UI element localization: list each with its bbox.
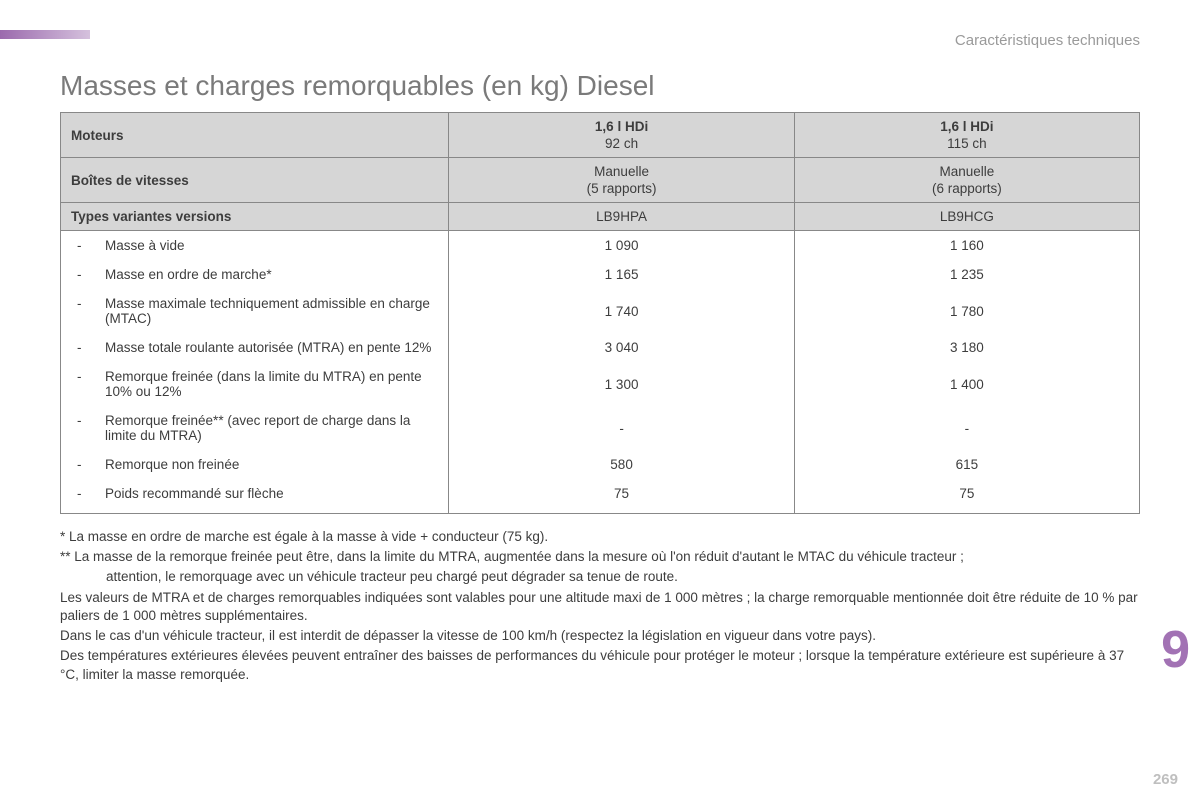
gearbox1-name: Manuelle — [594, 164, 649, 179]
gearbox1-sub: (5 rapports) — [459, 181, 783, 196]
row-value-2: 1 400 — [794, 362, 1139, 406]
row-label: Masse maximale techniquement admissible … — [77, 296, 438, 326]
row-label-cell: Masse totale roulante autorisée (MTRA) e… — [61, 333, 449, 362]
engine1-power: 92 ch — [459, 136, 783, 151]
table-row: Masse en ordre de marche* 1 1651 235 — [61, 260, 1140, 289]
engine1-name: 1,6 l HDi — [595, 119, 648, 134]
table-row: Remorque freinée** (avec report de charg… — [61, 406, 1140, 450]
header-row-gearbox: Boîtes de vitesses Manuelle (5 rapports)… — [61, 158, 1140, 203]
header-gearbox-label: Boîtes de vitesses — [61, 158, 449, 203]
row-value-1: 580 — [449, 450, 794, 479]
table-row: Masse à vide 1 0901 160 — [61, 231, 1140, 261]
gearbox2-name: Manuelle — [939, 164, 994, 179]
row-label-cell: Poids recommandé sur flèche — [61, 479, 449, 514]
row-value-2: 615 — [794, 450, 1139, 479]
gearbox2-sub: (6 rapports) — [805, 181, 1129, 196]
top-stripe — [0, 30, 90, 39]
row-label-cell: Masse maximale techniquement admissible … — [61, 289, 449, 333]
row-label: Remorque freinée (dans la limite du MTRA… — [77, 369, 438, 399]
section-label: Caractéristiques techniques — [955, 32, 1140, 49]
table-body: Masse à vide1 0901 160Masse en ordre de … — [61, 231, 1140, 514]
header-gearbox1: Manuelle (5 rapports) — [449, 158, 794, 203]
row-label: Poids recommandé sur flèche — [77, 486, 438, 501]
row-value-2: 1 160 — [794, 231, 1139, 261]
note-3: Les valeurs de MTRA et de charges remorq… — [60, 589, 1140, 625]
header-gearbox2: Manuelle (6 rapports) — [794, 158, 1139, 203]
row-value-1: - — [449, 406, 794, 450]
row-value-1: 75 — [449, 479, 794, 514]
row-value-2: 75 — [794, 479, 1139, 514]
row-label: Masse totale roulante autorisée (MTRA) e… — [77, 340, 438, 355]
row-label: Remorque non freinée — [77, 457, 438, 472]
row-value-1: 3 040 — [449, 333, 794, 362]
row-value-2: 1 235 — [794, 260, 1139, 289]
row-label-cell: Remorque non freinée — [61, 450, 449, 479]
header-variant1: LB9HPA — [449, 203, 794, 231]
table-row: Remorque freinée (dans la limite du MTRA… — [61, 362, 1140, 406]
row-value-1: 1 165 — [449, 260, 794, 289]
chapter-number: 9 — [1161, 620, 1190, 680]
row-label-cell: Masse en ordre de marche* — [61, 260, 449, 289]
row-label-cell: Remorque freinée** (avec report de charg… — [61, 406, 449, 450]
row-label-cell: Remorque freinée (dans la limite du MTRA… — [61, 362, 449, 406]
row-label: Masse en ordre de marche* — [77, 267, 438, 282]
note-2b: attention, le remorquage avec un véhicul… — [60, 568, 1140, 586]
table-row: Masse totale roulante autorisée (MTRA) e… — [61, 333, 1140, 362]
note-4: Dans le cas d'un véhicule tracteur, il e… — [60, 627, 1140, 645]
engine2-name: 1,6 l HDi — [940, 119, 993, 134]
row-value-2: - — [794, 406, 1139, 450]
header-engine1: 1,6 l HDi 92 ch — [449, 113, 794, 158]
note-2a: ** La masse de la remorque freinée peut … — [60, 548, 1140, 566]
row-value-1: 1 740 — [449, 289, 794, 333]
row-label: Masse à vide — [77, 238, 438, 253]
engine2-power: 115 ch — [805, 136, 1129, 151]
table-row: Masse maximale techniquement admissible … — [61, 289, 1140, 333]
header-engines-label: Moteurs — [61, 113, 449, 158]
header-row-variants: Types variantes versions LB9HPA LB9HCG — [61, 203, 1140, 231]
row-value-1: 1 090 — [449, 231, 794, 261]
table-row: Remorque non freinée 580615 — [61, 450, 1140, 479]
header-variants-label: Types variantes versions — [61, 203, 449, 231]
page-title: Masses et charges remorquables (en kg) D… — [60, 70, 1140, 102]
row-value-2: 3 180 — [794, 333, 1139, 362]
row-value-1: 1 300 — [449, 362, 794, 406]
header-row-engines: Moteurs 1,6 l HDi 92 ch 1,6 l HDi 115 ch — [61, 113, 1140, 158]
note-5: Des températures extérieures élevées peu… — [60, 647, 1140, 683]
page-content: Masses et charges remorquables (en kg) D… — [60, 70, 1140, 686]
specs-table: Moteurs 1,6 l HDi 92 ch 1,6 l HDi 115 ch… — [60, 112, 1140, 514]
header-engine2: 1,6 l HDi 115 ch — [794, 113, 1139, 158]
notes: * La masse en ordre de marche est égale … — [60, 528, 1140, 684]
note-1: * La masse en ordre de marche est égale … — [60, 528, 1140, 546]
row-label-cell: Masse à vide — [61, 231, 449, 261]
header-variant2: LB9HCG — [794, 203, 1139, 231]
row-value-2: 1 780 — [794, 289, 1139, 333]
row-label: Remorque freinée** (avec report de charg… — [77, 413, 438, 443]
page-number: 269 — [1153, 771, 1178, 788]
table-row: Poids recommandé sur flèche 7575 — [61, 479, 1140, 514]
